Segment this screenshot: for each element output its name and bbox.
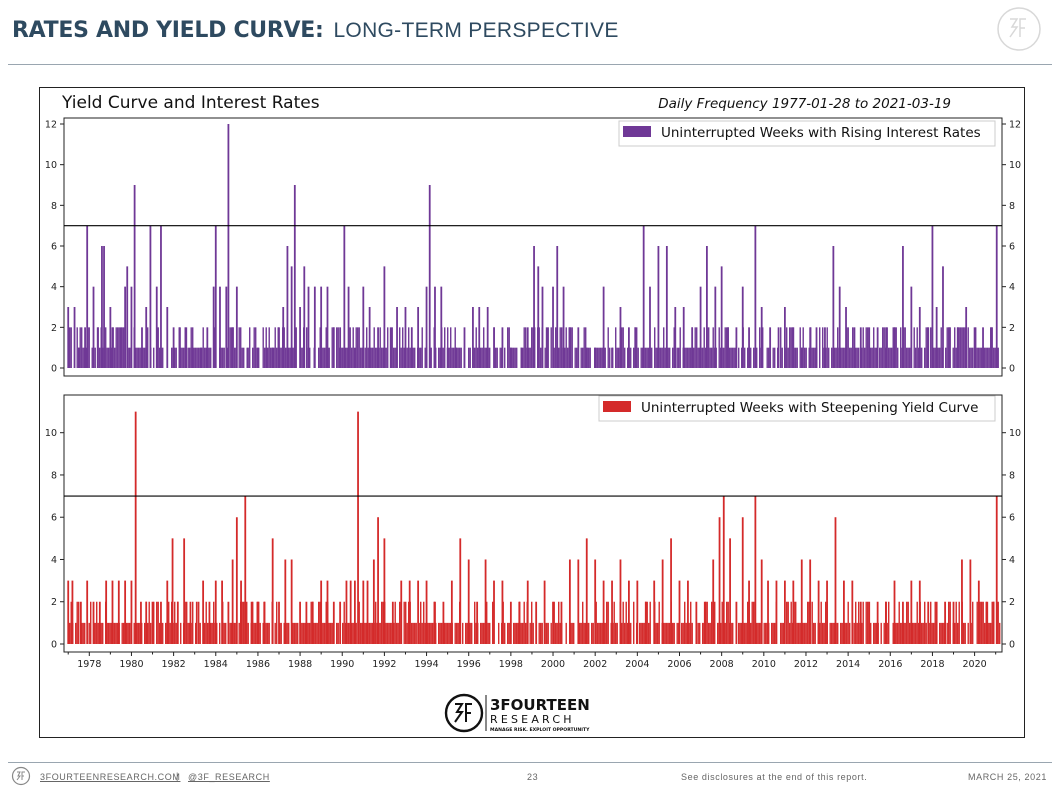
p2-ytick-label: 2: [51, 597, 57, 608]
chart-title: Yield Curve and Interest Rates: [61, 93, 320, 113]
p2-ytick-label-right: 10: [1009, 428, 1021, 439]
p1-ytick-label-right: 10: [1009, 160, 1021, 171]
p1-ytick-label-right: 6: [1009, 242, 1015, 253]
footer: 3FOURTEENRESEARCH.COM | @3F_RESEARCH 23 …: [0, 766, 1060, 788]
x-tick-label: 1992: [372, 659, 396, 670]
page-title: RATES AND YIELD CURVE:: [12, 18, 324, 43]
curve-panel: 0 0 2 2 4 4 6 6 8 8 10 10 1978 1980 1982 1984 1986 1988 19…: [45, 394, 1021, 670]
x-tick-label: 1986: [246, 659, 270, 670]
x-tick-label: 2016: [878, 659, 902, 670]
p1-ytick-label-right: 8: [1009, 201, 1015, 212]
x-tick-label: 1982: [162, 659, 186, 670]
p2-plot-area: [63, 394, 1003, 653]
footer-separator: |: [176, 771, 179, 781]
p1-ytick-label-right: 12: [1009, 120, 1021, 131]
footer-site-link[interactable]: 3FOURTEENRESEARCH.COM: [40, 772, 181, 782]
x-tick-label: 2006: [667, 659, 691, 670]
x-tick-label: 1990: [330, 659, 354, 670]
p2-ytick-label: 0: [51, 640, 57, 651]
chart-subtitle: Daily Frequency 1977-01-28 to 2021-03-19: [658, 96, 951, 112]
p1-ytick-label: 12: [45, 120, 57, 131]
p1-ytick-label-right: 4: [1009, 282, 1015, 293]
p1-ytick-label: 10: [45, 160, 57, 171]
3f-corner-logo-icon: [997, 7, 1041, 51]
p1-ytick-label: 0: [51, 364, 57, 375]
brand-name: 3FOURTEEN: [490, 696, 590, 714]
header-divider: [8, 64, 1052, 65]
p2-ytick-label-right: 4: [1009, 555, 1015, 566]
page-number: 23: [527, 772, 539, 782]
x-tick-label: 1984: [204, 659, 228, 670]
rates-legend-swatch: [623, 126, 651, 137]
p1-ytick-label: 8: [51, 201, 57, 212]
footer-date: MARCH 25, 2021: [968, 772, 1047, 782]
footer-disclaimer: See disclosures at the end of this repor…: [681, 772, 868, 782]
p1-ytick-label: 4: [51, 282, 57, 293]
3f-logo-icon: [444, 693, 484, 733]
brand-name2: RESEARCH: [490, 713, 575, 726]
footer-handle-link[interactable]: @3F_RESEARCH: [188, 772, 270, 782]
x-tick-label: 2020: [963, 659, 987, 670]
slide-header: RATES AND YIELD CURVE: LONG-TERM PERSPECT…: [12, 18, 619, 58]
p1-ytick-label-right: 2: [1009, 323, 1015, 334]
p1-spikes: [67, 124, 998, 368]
x-tick-label: 2012: [794, 659, 818, 670]
x-tick-label: 2002: [583, 659, 607, 670]
footer-divider: [8, 762, 1052, 763]
p2-ytick-label: 8: [51, 470, 57, 481]
x-tick-label: 2018: [920, 659, 944, 670]
p2-ytick-label: 4: [51, 555, 57, 566]
x-tick-label: 1994: [414, 659, 438, 670]
p2-ytick-label-right: 0: [1009, 640, 1015, 651]
x-tick-label: 1978: [77, 659, 101, 670]
chart-svg: 0 0 2 2 4 4 6 6 8 8 10 10 12 12 0 0 2 2 4 4 6 6 8 8 10 10 1978 198…: [45, 93, 1021, 733]
page-subtitle: LONG-TERM PERSPECTIVE: [333, 19, 619, 42]
x-tick-label: 1998: [499, 659, 523, 670]
curve-legend-label: Uninterrupted Weeks with Steepening Yiel…: [641, 400, 978, 416]
x-tick-label: 2000: [541, 659, 565, 670]
curve-legend: Uninterrupted Weeks with Steepening Yiel…: [598, 395, 996, 422]
x-tick-label: 1988: [288, 659, 312, 670]
brand-tagline: MANAGE RISK. EXPLOIT OPPORTUNITY: [490, 727, 590, 733]
brand-logo: 3FOURTEEN RESEARCH MANAGE RISK. EXPLOIT …: [444, 693, 590, 733]
x-tick-label: 2010: [752, 659, 776, 670]
x-tick-label: 2008: [710, 659, 734, 670]
p1-ytick-label: 6: [51, 242, 57, 253]
p2-spikes: [67, 411, 998, 644]
p2-ytick-label-right: 2: [1009, 597, 1015, 608]
p2-ytick-label: 6: [51, 513, 57, 524]
p1-ytick-label-right: 0: [1009, 364, 1015, 375]
x-tick-label: 2004: [625, 659, 649, 670]
curve-legend-swatch: [603, 401, 631, 412]
x-tick-label: 1996: [457, 659, 481, 670]
x-tick-label: 1980: [119, 659, 143, 670]
rates-legend: Uninterrupted Weeks with Rising Interest…: [618, 120, 996, 147]
p2-ytick-label: 10: [45, 428, 57, 439]
rates-legend-label: Uninterrupted Weeks with Rising Interest…: [661, 125, 981, 141]
chart-panel: 0 0 2 2 4 4 6 6 8 8 10 10 12 12 0 0 2 2 4 4 6 6 8 8 10 10 1978 198…: [39, 87, 1025, 738]
p2-ytick-label-right: 8: [1009, 470, 1015, 481]
x-tick-label: 2014: [836, 659, 860, 670]
p2-ytick-label-right: 6: [1009, 513, 1015, 524]
rates-panel: 0 0 2 2 4 4 6 6 8 8 10 10 12 12: [45, 117, 1021, 377]
p1-ytick-label: 2: [51, 323, 57, 334]
3f-footer-logo-icon: [11, 766, 31, 786]
